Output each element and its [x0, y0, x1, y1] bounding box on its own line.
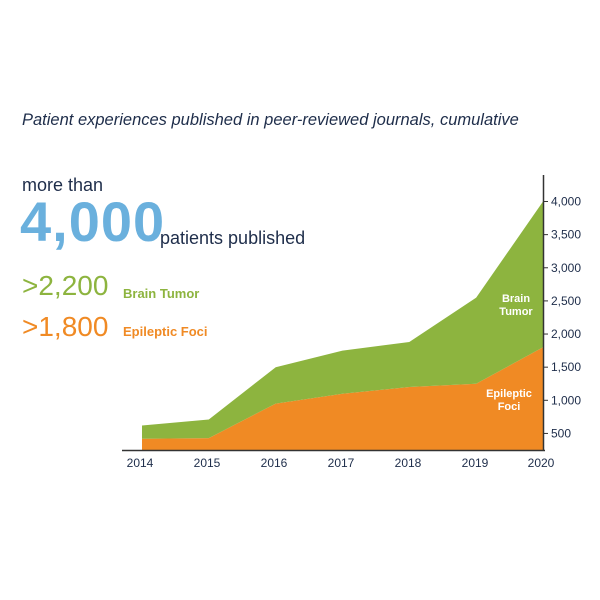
x-tick-label: 2014 — [127, 456, 154, 470]
y-tick-label: 4,000 — [551, 195, 581, 209]
stat-brain-tumor-label: Brain Tumor — [123, 286, 200, 301]
x-tick-label: 2018 — [395, 456, 422, 470]
area-epileptic-foci — [142, 347, 543, 450]
x-tick-label: 2017 — [328, 456, 355, 470]
callout-suffix: patients published — [160, 228, 306, 248]
x-tick-label: 2020 — [528, 456, 555, 470]
callout-prefix: more than — [22, 175, 104, 195]
chart-title: Patient experiences published in peer-re… — [22, 111, 519, 129]
series-label-brain-tumor: Tumor — [499, 306, 533, 318]
y-tick-label: 2,500 — [551, 294, 581, 308]
stat-brain-tumor-value: >2,200 — [22, 270, 109, 301]
y-tick-label: 3,500 — [551, 228, 581, 242]
y-tick-label: 3,000 — [551, 261, 581, 275]
x-tick-label: 2015 — [194, 456, 221, 470]
y-tick-label: 2,000 — [551, 327, 581, 341]
series-label-brain-tumor: Brain — [502, 293, 530, 305]
y-tick-label: 500 — [551, 426, 571, 440]
stat-epileptic-foci-value: >1,800 — [22, 311, 109, 342]
x-tick-label: 2016 — [261, 456, 288, 470]
series-label-epileptic-foci: Foci — [498, 401, 521, 413]
y-tick-label: 1,000 — [551, 393, 581, 407]
x-tick-label: 2019 — [462, 456, 489, 470]
callout-total: 4,000 — [20, 190, 166, 253]
series-label-epileptic-foci: Epileptic — [486, 388, 532, 400]
area-brain-tumor — [142, 201, 543, 439]
stat-epileptic-foci-label: Epileptic Foci — [123, 324, 208, 339]
y-tick-label: 1,500 — [551, 360, 581, 374]
